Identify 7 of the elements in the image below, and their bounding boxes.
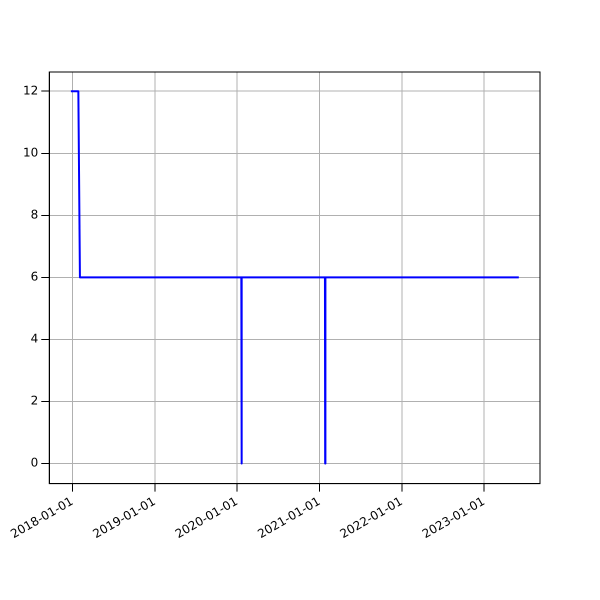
y-tick-label: 12 (22, 83, 38, 98)
y-tick-label: 2 (30, 394, 38, 408)
y-tick-label: 10 (22, 145, 38, 160)
y-tick-label: 0 (30, 456, 38, 470)
y-tick-label: 6 (30, 269, 38, 284)
y-tick-label: 8 (30, 207, 38, 222)
y-tick-label: 4 (30, 332, 38, 346)
